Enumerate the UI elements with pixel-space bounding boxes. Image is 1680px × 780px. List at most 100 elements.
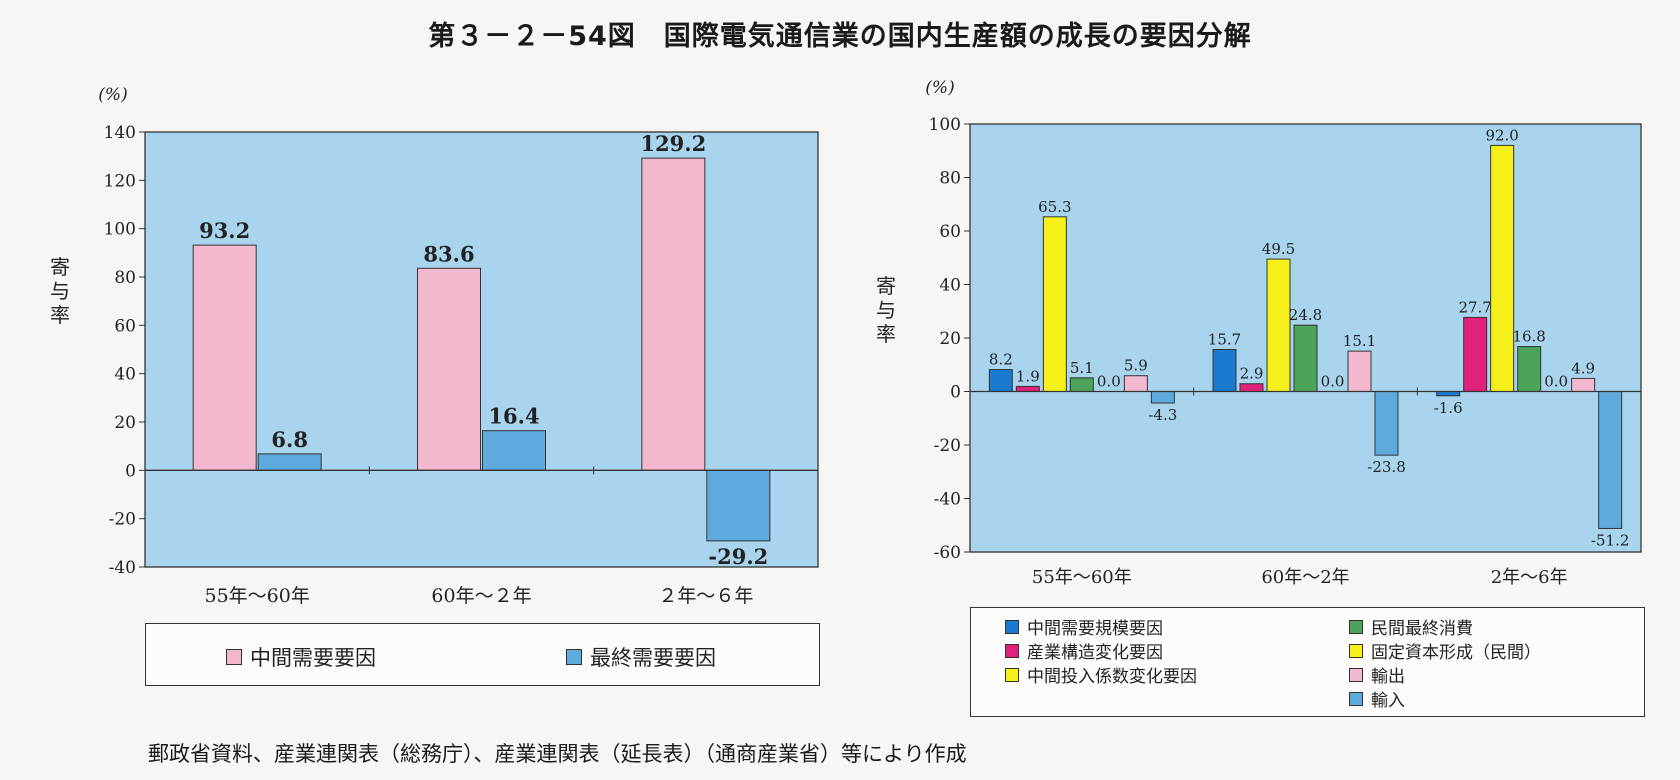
y-tick-label: 120	[104, 171, 136, 191]
bar	[1571, 377, 1596, 392]
y-tick-label: 40	[939, 276, 961, 296]
legend-label: 中間投入係数変化要因	[1027, 667, 1197, 687]
bar	[641, 157, 706, 471]
legend-item: 中間需要要因	[226, 642, 376, 672]
x-category-label: 60年〜2年	[1261, 567, 1349, 588]
legend-swatch	[1349, 667, 1363, 682]
data-label: 129.2	[640, 131, 706, 156]
data-label: 0.0	[1097, 373, 1121, 391]
y-tick-label: 20	[939, 329, 961, 349]
y-tick-label: 80	[939, 169, 961, 189]
y-axis-label-char: 率	[876, 322, 896, 346]
bar	[417, 267, 481, 471]
bar	[1150, 391, 1175, 404]
legend-label: 輸出	[1371, 667, 1405, 687]
data-label: 5.9	[1124, 357, 1148, 375]
data-label: 6.8	[271, 427, 308, 452]
y-axis-label-char: 率	[50, 303, 70, 327]
data-label: -4.3	[1148, 406, 1177, 424]
bar	[1212, 349, 1237, 393]
y-tick-label: 60	[939, 222, 961, 242]
legend-left: 中間需要要因 最終需要要因	[145, 623, 820, 686]
data-label: 16.8	[1512, 328, 1545, 346]
bar	[1123, 375, 1148, 392]
y-tick-label: -40	[934, 490, 961, 510]
data-label: 0.0	[1321, 373, 1345, 391]
y-tick-label: 40	[114, 365, 136, 385]
y-tick-label: -20	[934, 436, 961, 456]
legend-item: 輸出	[1349, 662, 1405, 687]
legend-swatch	[1005, 619, 1019, 634]
legend-label: 中間需要規模要因	[1027, 619, 1163, 639]
bar	[1598, 391, 1623, 529]
data-label: 16.4	[488, 404, 539, 429]
y-axis-label-char: 寄	[876, 274, 896, 298]
data-label: -23.8	[1367, 458, 1405, 476]
data-label: 24.8	[1289, 306, 1322, 324]
y-unit-label: (%)	[925, 78, 954, 98]
legend-right: 中間需要規模要因 産業構造変化要因 中間投入係数変化要因 民間最終消費 固定資本…	[970, 607, 1645, 717]
y-tick-label: -20	[109, 510, 136, 530]
plot-area	[144, 131, 819, 568]
legend-swatch	[566, 649, 582, 665]
figure-title: 第３－２－54図 国際電気通信業の国内生産額の成長の要因分解	[428, 21, 1252, 52]
bar	[1347, 350, 1372, 393]
legend-item: 中間投入係数変化要因	[1005, 662, 1197, 687]
y-unit-label: (%)	[98, 85, 127, 105]
y-axis-label-char: 与	[876, 298, 896, 322]
y-tick-label: 140	[104, 123, 136, 143]
bar	[1042, 216, 1067, 392]
legend-swatch	[1349, 691, 1363, 706]
bar	[706, 469, 771, 542]
source-note: 郵政省資料、産業連関表（総務庁）、産業連関表（延長表）（通商産業省）等により作成	[148, 742, 967, 766]
legend-swatch	[1349, 643, 1363, 658]
legend-swatch	[226, 649, 242, 665]
legend-label: 民間最終消費	[1371, 619, 1473, 639]
y-tick-label: 20	[114, 413, 136, 433]
y-axis-label-char: 寄	[50, 255, 70, 279]
legend-label: 固定資本形成（民間）	[1371, 643, 1541, 663]
y-tick-label: 100	[104, 220, 136, 240]
data-label: 1.9	[1016, 367, 1040, 385]
bar	[1293, 324, 1318, 392]
bar	[1517, 346, 1542, 392]
x-category-label: 2年〜6年	[1491, 567, 1568, 588]
data-label: 27.7	[1458, 298, 1491, 316]
bar	[1015, 385, 1040, 393]
bar	[1266, 258, 1291, 392]
legend-label: 最終需要要因	[590, 646, 716, 670]
x-category-label: ２年〜６年	[658, 585, 753, 607]
data-label: 65.3	[1038, 198, 1071, 216]
data-label: 2.9	[1240, 365, 1264, 383]
data-label: 83.6	[423, 241, 474, 266]
legend-item: 産業構造変化要因	[1005, 638, 1163, 663]
legend-item: 最終需要要因	[566, 642, 716, 672]
x-category-label: 55年〜60年	[204, 585, 309, 607]
legend-label: 輸入	[1371, 691, 1405, 711]
y-tick-label: 80	[114, 268, 136, 288]
bar	[192, 244, 257, 471]
y-tick-label: -40	[109, 558, 136, 578]
y-tick-label: 0	[125, 461, 136, 481]
legend-swatch	[1005, 643, 1019, 658]
data-label: 4.9	[1571, 359, 1595, 377]
legend-label: 産業構造変化要因	[1027, 643, 1163, 663]
data-label: 15.1	[1343, 332, 1376, 350]
data-label: 49.5	[1262, 240, 1295, 258]
bar	[1069, 377, 1094, 393]
legend-label: 中間需要要因	[250, 646, 376, 670]
data-label: 93.2	[199, 218, 250, 243]
data-label: -1.6	[1434, 399, 1463, 417]
bar	[988, 369, 1013, 393]
bar	[1374, 391, 1399, 456]
legend-swatch	[1005, 667, 1019, 682]
data-label: -29.2	[708, 544, 768, 569]
legend-item: 固定資本形成（民間）	[1349, 638, 1541, 663]
bar	[482, 430, 546, 471]
legend-item: 中間需要規模要因	[1005, 614, 1163, 639]
y-axis-label-char: 与	[50, 279, 70, 303]
data-label: 8.2	[989, 351, 1013, 369]
data-label: 92.0	[1485, 126, 1518, 144]
